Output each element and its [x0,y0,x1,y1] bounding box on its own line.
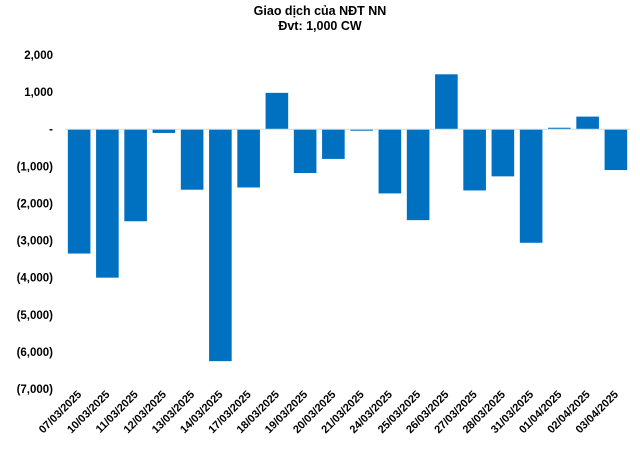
y-tick-label: - [49,124,53,136]
bar [519,129,543,243]
y-tick-label: (2,000) [17,198,54,210]
y-tick-label: 1,000 [24,87,53,99]
bar [406,129,430,221]
bars [67,74,628,362]
y-tick-label: (4,000) [17,273,54,285]
y-tick-label: (1,000) [17,161,54,173]
bar [378,129,402,194]
bar [576,116,599,130]
bar [265,92,289,130]
bar [548,127,571,130]
bar [604,129,628,171]
x-axis-labels: 07/03/202510/03/202511/03/202512/03/2025… [37,389,621,436]
y-tick-label: 2,000 [24,50,53,62]
bar [435,74,458,130]
bar [350,129,373,131]
bar [463,129,486,191]
bar [67,129,91,254]
bar [152,129,176,133]
bar [491,129,515,177]
bar [124,129,147,222]
chart-subtitle: Đvt: 1,000 CW [278,19,362,33]
bar [180,129,204,190]
y-tick-label: (6,000) [17,347,54,359]
bar [322,129,345,159]
y-axis-ticks: 2,000 1,000 - (1,000) (2,000) (3,000) (4,000) (… [17,50,54,396]
bar [96,129,119,278]
chart-title: Giao dịch của NĐT NN [254,4,387,18]
bar [293,129,317,174]
y-tick-label: (7,000) [17,384,54,396]
y-tick-label: (5,000) [17,310,54,322]
bar [237,129,260,188]
y-tick-label: (3,000) [17,236,54,248]
bar [209,129,232,362]
